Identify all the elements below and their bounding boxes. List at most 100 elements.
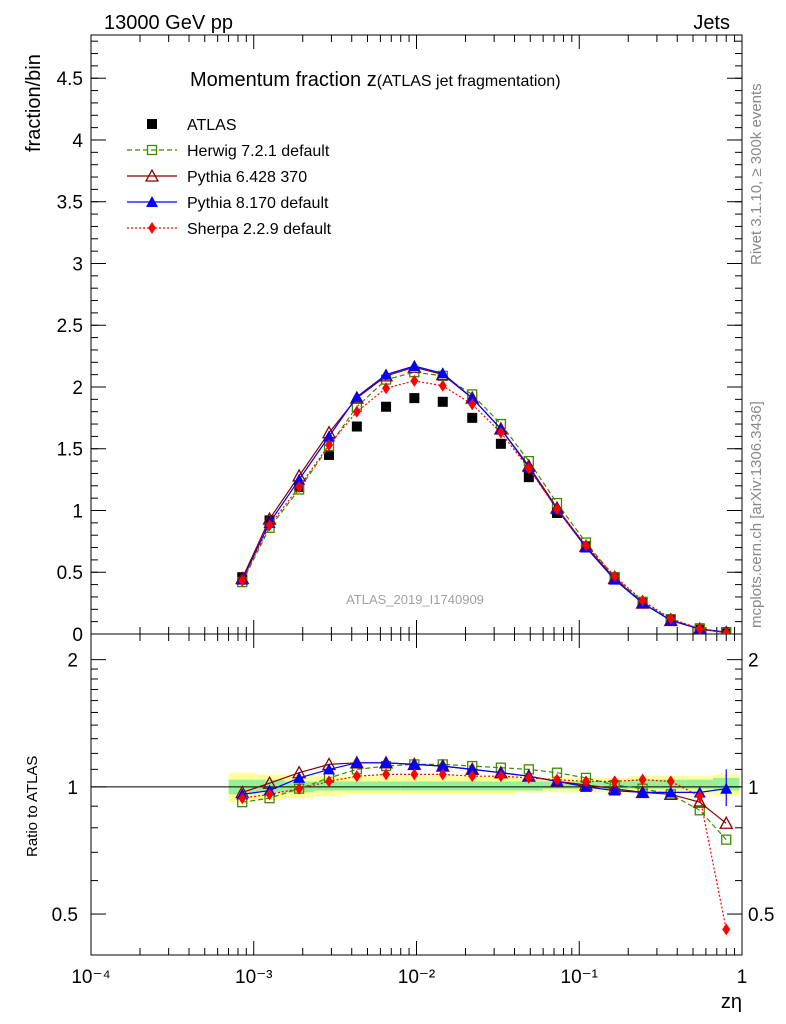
data-point-atlas bbox=[409, 393, 420, 404]
ratio-y-tick-label: 0.5 bbox=[52, 905, 78, 926]
ratio-point-sherpa-2-2-9-default bbox=[352, 770, 361, 783]
data-point-pythia-8-170-default bbox=[436, 367, 449, 379]
ratio-point-pythia-8-170-default bbox=[664, 786, 677, 798]
data-point-atlas bbox=[351, 421, 362, 432]
main-y-tick-label: 1.5 bbox=[57, 440, 83, 461]
data-point-sherpa-2-2-9-default bbox=[581, 539, 590, 552]
legend-marker-pythia-8-170-default bbox=[146, 196, 158, 207]
main-series-group bbox=[235, 359, 732, 634]
legend-label-pythia-8-170-default: Pythia 8.170 default bbox=[187, 195, 329, 212]
data-point-sherpa-2-2-9-default bbox=[325, 439, 334, 452]
data-point-sherpa-2-2-9-default bbox=[695, 622, 704, 634]
ratio-point-sherpa-2-2-9-default bbox=[553, 773, 562, 786]
data-point-sherpa-2-2-9-default bbox=[352, 405, 361, 418]
main-y-tick-label: 0.5 bbox=[57, 563, 83, 584]
ratio-y-tick-label-right: 1 bbox=[748, 778, 759, 799]
data-point-sherpa-2-2-9-default bbox=[610, 569, 619, 582]
ratio-point-sherpa-2-2-9-default bbox=[238, 792, 247, 805]
data-point-pythia-8-170-default bbox=[408, 359, 421, 371]
ratio-point-pythia-6-428-370 bbox=[692, 794, 707, 808]
main-y-tick-label: 3 bbox=[72, 254, 83, 275]
header-left: 13000 GeV pp bbox=[104, 12, 233, 34]
main-y-tick-label: 1 bbox=[72, 501, 83, 522]
ratio-point-sherpa-2-2-9-default bbox=[325, 775, 334, 788]
ratio-point-pythia-8-170-default bbox=[608, 784, 621, 796]
data-point-pythia-8-170-default bbox=[466, 392, 479, 404]
series-line-pythia-8-170-default bbox=[241, 365, 727, 633]
ratio-point-sherpa-2-2-9-default bbox=[638, 773, 647, 786]
ratio-point-sherpa-2-2-9-default bbox=[581, 775, 590, 788]
legend-label-pythia-6-428-370: Pythia 6.428 370 bbox=[187, 169, 307, 186]
ratio-point-pythia-8-170-default bbox=[436, 760, 449, 772]
y-axis-label: fraction/bin bbox=[23, 54, 45, 152]
ratio-point-pythia-8-170-default bbox=[466, 763, 479, 775]
ratio-series-group bbox=[235, 755, 734, 936]
ratio-band-green-bin bbox=[514, 781, 543, 791]
ratio-point-pythia-8-170-default bbox=[323, 763, 336, 775]
ratio-point-pythia-8-170-default bbox=[408, 758, 421, 770]
data-point-sherpa-2-2-9-default bbox=[496, 426, 505, 439]
ratio-point-herwig-7-2-1-default bbox=[721, 834, 732, 845]
mcplots-side-label: mcplots.cern.ch [arXiv:1306.3436] bbox=[748, 401, 765, 628]
main-y-tick-label: 2 bbox=[72, 378, 83, 399]
ratio-line-sherpa-2-2-9-default bbox=[242, 773, 727, 930]
data-point-sherpa-2-2-9-default bbox=[265, 519, 274, 532]
data-point-atlas bbox=[523, 472, 534, 483]
legend-label-atlas: ATLAS bbox=[187, 117, 237, 134]
ratio-y-tick-label-right: 0.5 bbox=[748, 905, 774, 926]
ratio-band-green-bin bbox=[428, 781, 458, 791]
ratio-y-tick-label: 1 bbox=[67, 778, 78, 799]
ratio-band-green-bin bbox=[400, 781, 429, 791]
x-tick-label: 10⁻⁴ bbox=[71, 967, 110, 988]
ratio-point-sherpa-2-2-9-default bbox=[695, 790, 704, 803]
ratio-point-sherpa-2-2-9-default bbox=[666, 775, 675, 788]
main-y-tick-label: 4 bbox=[72, 131, 83, 152]
data-point-sherpa-2-2-9-default bbox=[295, 481, 304, 494]
ratio-y-axis-label: Ratio to ATLAS bbox=[24, 756, 41, 857]
legend-marker-herwig-7-2-1-default bbox=[146, 144, 158, 156]
ratio-point-sherpa-2-2-9-default bbox=[382, 768, 391, 781]
ratio-band-green-bin bbox=[371, 781, 401, 791]
legend-marker-sherpa-2-2-9-default bbox=[148, 222, 156, 234]
legend: ATLAS Herwig 7.2.1 default Pythia 6.428 37… bbox=[127, 117, 332, 238]
chart-title: Momentum fraction z(ATLAS jet fragmentat… bbox=[190, 69, 561, 91]
ratio-point-pythia-8-170-default bbox=[350, 756, 363, 768]
data-point-pythia-8-170-default bbox=[323, 430, 336, 442]
x-tick-label: 10⁻¹ bbox=[561, 967, 599, 988]
data-point-sherpa-2-2-9-default bbox=[553, 503, 562, 516]
ratio-point-pythia-8-170-default bbox=[636, 786, 649, 798]
chart-title-sub: (ATLAS jet fragmentation) bbox=[377, 73, 561, 90]
data-point-sherpa-2-2-9-default bbox=[438, 379, 447, 392]
analysis-tag: ATLAS_2019_I1740909 bbox=[346, 592, 484, 607]
data-point-sherpa-2-2-9-default bbox=[722, 627, 731, 634]
ratio-point-sherpa-2-2-9-default bbox=[610, 775, 619, 788]
ratio-point-sherpa-2-2-9-default bbox=[410, 768, 419, 781]
ratio-point-pythia-8-170-default bbox=[380, 756, 393, 768]
ratio-band-green-bin bbox=[457, 781, 487, 791]
data-point-pythia-8-170-default bbox=[350, 390, 363, 402]
data-point-atlas bbox=[495, 438, 506, 449]
main-y-tick-label: 3.5 bbox=[57, 193, 83, 214]
ratio-band-green-bin bbox=[486, 781, 515, 791]
ratio-point-sherpa-2-2-9-default bbox=[468, 770, 477, 783]
main-y-tick-label: 2.5 bbox=[57, 316, 83, 337]
rivet-side-label: Rivet 3.1.10, ≥ 300k events bbox=[748, 83, 765, 265]
data-point-sherpa-2-2-9-default bbox=[382, 382, 391, 395]
legend-marker-atlas bbox=[147, 119, 157, 129]
data-point-atlas bbox=[437, 396, 448, 407]
ratio-point-pythia-8-170-default bbox=[293, 771, 306, 783]
data-point-atlas bbox=[381, 401, 392, 412]
ratio-point-sherpa-2-2-9-default bbox=[722, 923, 731, 936]
x-tick-label: 10⁻² bbox=[398, 967, 436, 988]
ratio-point-sherpa-2-2-9-default bbox=[295, 782, 304, 795]
ratio-point-sherpa-2-2-9-default bbox=[496, 770, 505, 783]
data-point-sherpa-2-2-9-default bbox=[468, 398, 477, 411]
header-right: Jets bbox=[693, 12, 730, 34]
ratio-point-sherpa-2-2-9-default bbox=[524, 771, 533, 784]
data-point-sherpa-2-2-9-default bbox=[524, 462, 533, 475]
ratio-point-sherpa-2-2-9-default bbox=[265, 788, 274, 801]
ratio-y-tick-label: 2 bbox=[67, 651, 78, 672]
main-y-tick-label: 4.5 bbox=[57, 69, 83, 90]
ratio-point-sherpa-2-2-9-default bbox=[438, 768, 447, 781]
